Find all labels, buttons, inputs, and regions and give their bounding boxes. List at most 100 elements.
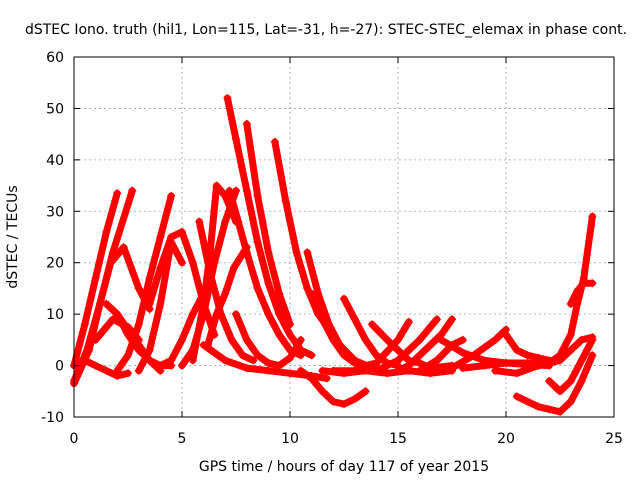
series-37	[534, 212, 597, 370]
data-point	[242, 335, 251, 344]
data-series	[70, 94, 597, 416]
data-point	[415, 366, 424, 375]
data-point	[491, 366, 500, 375]
series-14	[195, 217, 258, 365]
data-point	[307, 351, 316, 360]
series-20	[232, 310, 305, 370]
data-point	[85, 346, 94, 355]
data-point	[253, 284, 262, 293]
data-point	[221, 356, 230, 365]
data-point	[448, 364, 456, 373]
series-38	[545, 335, 597, 396]
series-29	[372, 315, 441, 375]
series-band	[394, 315, 456, 375]
data-point	[264, 279, 273, 288]
y-tick-label: 40	[46, 153, 64, 169]
data-point	[221, 289, 230, 298]
data-point	[178, 258, 186, 267]
data-point	[145, 274, 154, 283]
data-point	[264, 359, 273, 367]
data-point	[545, 359, 554, 367]
x-tick-label: 10	[281, 431, 299, 447]
x-tick-label: 5	[178, 431, 187, 447]
series-band	[372, 315, 441, 375]
data-point	[512, 392, 521, 401]
data-point	[534, 353, 543, 362]
data-point	[124, 323, 132, 331]
data-point	[437, 335, 446, 344]
data-point	[340, 351, 348, 360]
data-point	[372, 359, 381, 367]
data-point	[91, 335, 100, 344]
data-point	[286, 353, 294, 362]
data-point	[556, 351, 564, 360]
data-point	[264, 310, 273, 319]
data-point	[458, 364, 467, 373]
data-point	[199, 299, 208, 308]
data-point	[286, 320, 294, 329]
data-point	[545, 405, 554, 414]
data-point	[566, 377, 575, 385]
data-point	[145, 346, 154, 355]
data-point	[534, 402, 543, 411]
data-point	[286, 369, 294, 378]
data-point	[322, 374, 331, 383]
data-point	[238, 351, 247, 360]
data-point	[286, 330, 294, 339]
data-point	[167, 233, 176, 241]
data-point	[275, 361, 284, 370]
data-point	[383, 369, 392, 378]
data-point	[156, 299, 165, 308]
data-point	[394, 356, 402, 365]
data-point	[415, 351, 424, 360]
y-tick-label: 0	[55, 359, 64, 375]
data-point	[145, 299, 154, 308]
data-point	[199, 341, 208, 349]
data-point	[404, 317, 413, 326]
data-point	[566, 330, 575, 339]
data-point	[350, 315, 359, 324]
data-point	[212, 310, 221, 319]
data-point	[512, 346, 521, 355]
data-point	[566, 299, 575, 308]
data-point	[573, 287, 582, 295]
data-point	[523, 397, 532, 406]
y-axis-label: dSTEC / TECUs	[5, 185, 21, 288]
series-39	[566, 279, 597, 308]
y-tick-label: -10	[41, 410, 64, 426]
data-point	[340, 400, 348, 409]
data-point	[296, 335, 305, 344]
data-point	[415, 335, 424, 344]
data-point	[361, 335, 370, 344]
x-tick-label: 0	[70, 431, 79, 447]
data-point	[223, 94, 232, 103]
data-point	[281, 197, 290, 205]
data-point	[556, 387, 564, 396]
x-tick-label: 20	[497, 431, 515, 447]
data-point	[502, 330, 510, 339]
data-point	[588, 351, 597, 360]
data-point	[232, 310, 240, 319]
data-point	[106, 258, 115, 267]
x-tick-label: 15	[389, 431, 407, 447]
data-point	[458, 348, 467, 357]
series-band	[113, 192, 175, 375]
data-point	[588, 335, 597, 344]
data-point	[588, 212, 597, 221]
data-point	[195, 217, 204, 226]
series-band	[513, 351, 596, 416]
data-point	[232, 135, 240, 144]
data-point	[242, 119, 251, 128]
data-point	[383, 335, 392, 344]
data-point	[394, 366, 402, 375]
data-point	[80, 356, 89, 365]
series-band	[416, 336, 467, 375]
data-point	[113, 310, 122, 319]
data-point	[227, 335, 236, 344]
data-point	[432, 315, 441, 324]
data-point	[329, 366, 338, 375]
data-point	[329, 397, 338, 406]
data-point	[296, 351, 305, 360]
data-point	[249, 356, 258, 365]
data-point	[102, 366, 111, 375]
